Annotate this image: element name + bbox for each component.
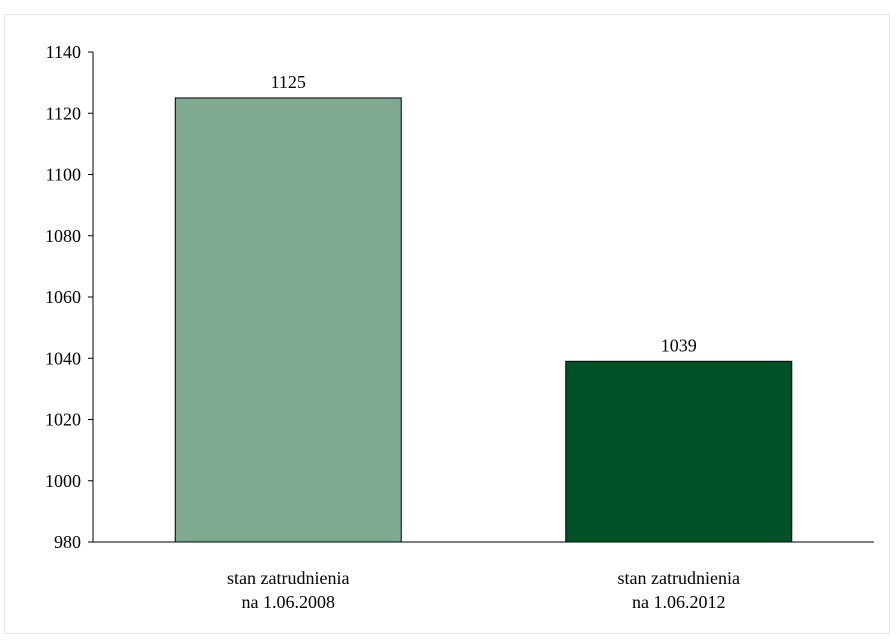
x-category-label-2-line-1: stan zatrudnienia (618, 568, 740, 588)
y-tick-label-1140: 1140 (46, 42, 81, 62)
y-tick-label-1100: 1100 (46, 165, 81, 185)
bar-2 (565, 360, 793, 543)
y-tick-label-1080: 1080 (45, 226, 81, 246)
data-label-1: 1125 (271, 72, 306, 92)
data-label-2: 1039 (661, 335, 697, 355)
bar-1 (174, 97, 402, 543)
y-tick-label-980: 980 (54, 532, 81, 552)
y-tick-label-1020: 1020 (45, 410, 81, 430)
x-category-label-2-line-2: na 1.06.2012 (632, 592, 726, 612)
y-tick-label-1040: 1040 (45, 348, 81, 368)
y-tick-label-1120: 1120 (46, 103, 81, 123)
x-category-label-1-line-2: na 1.06.2008 (242, 592, 336, 612)
y-tick-label-1060: 1060 (45, 287, 81, 307)
y-tick-label-1000: 1000 (45, 471, 81, 491)
x-category-label-1-line-1: stan zatrudnienia (227, 568, 349, 588)
